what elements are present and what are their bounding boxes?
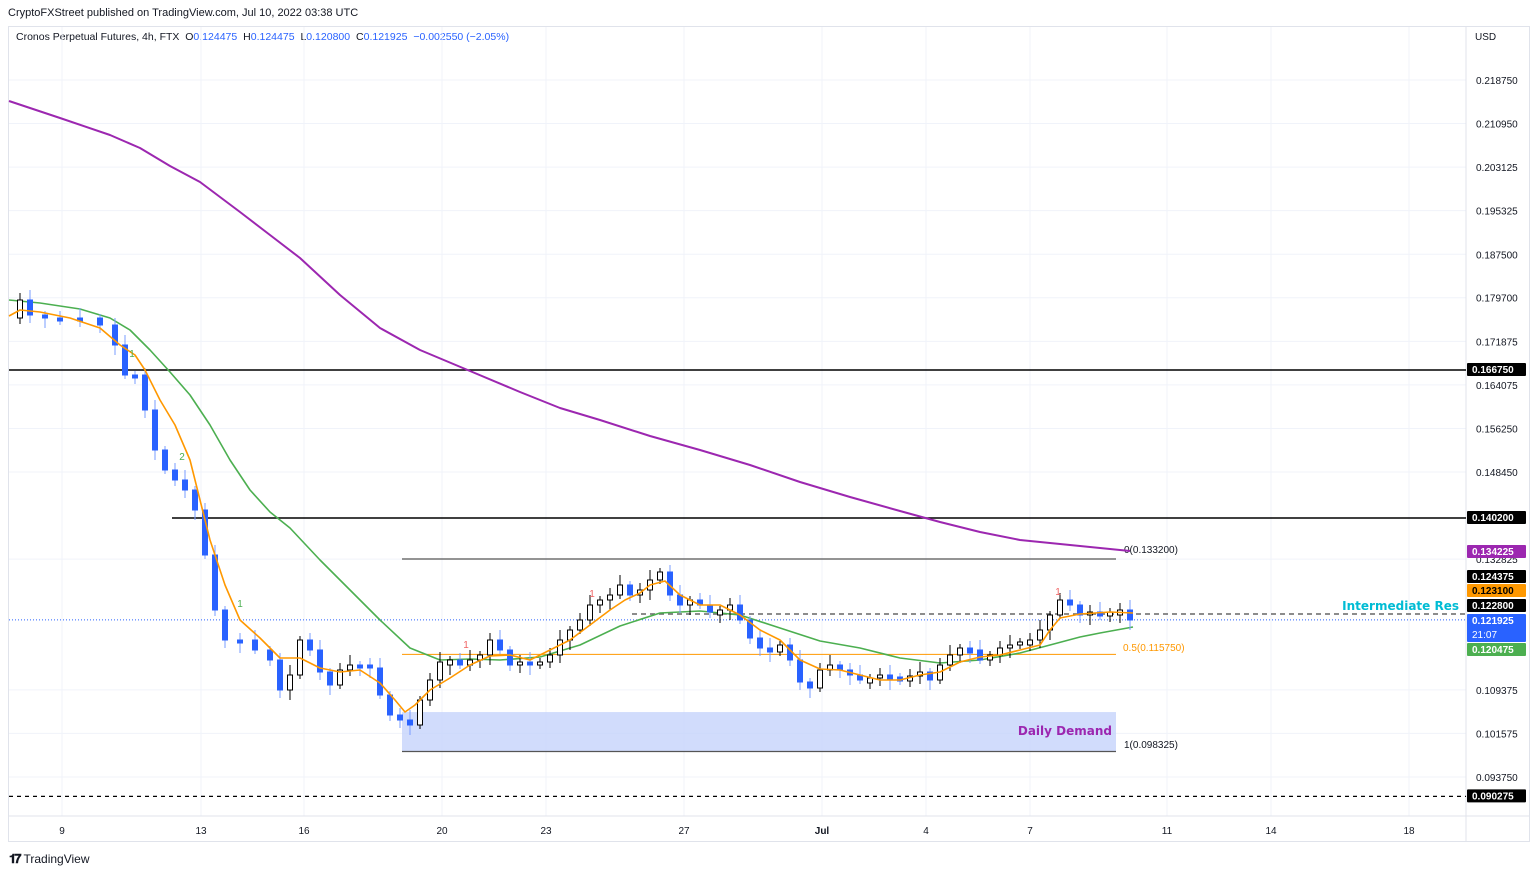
count-annotation: 1: [463, 640, 469, 651]
low-value: 0.120800: [306, 31, 351, 43]
symbol-name: Cronos Perpetual Futures, 4h, FTX: [16, 31, 180, 43]
price-badge: 0.134225: [1467, 545, 1526, 558]
price-tick: 0.195325: [1476, 207, 1518, 218]
price-badge: 0.120475: [1467, 643, 1526, 656]
time-tick: 23: [540, 826, 552, 837]
time-tick: 14: [1265, 826, 1277, 837]
publisher-line: CryptoFXStreet published on TradingView.…: [8, 7, 359, 19]
price-tick: 0.156250: [1476, 425, 1518, 436]
open-value: 0.124475: [193, 31, 238, 43]
price-tick: 0.101575: [1476, 729, 1518, 740]
price-tick: 0.203125: [1476, 163, 1518, 174]
level-badge-0090275: 0.090275: [1467, 789, 1526, 803]
level-badge-0140200: 0.140200: [1467, 510, 1526, 524]
price-badge: 0.121925 21:07: [1467, 614, 1526, 642]
svg-text:0.140200: 0.140200: [1472, 513, 1514, 524]
count-annotation: 1: [129, 349, 135, 360]
price-badge: 0.122800: [1467, 599, 1526, 612]
count-annotation: 1: [237, 599, 243, 610]
price-tick: 0.132825: [1476, 555, 1518, 566]
svg-text:0.166750: 0.166750: [1472, 365, 1514, 376]
daily-demand-zone[interactable]: [402, 712, 1116, 752]
price-tick: 0.148450: [1476, 468, 1518, 479]
time-tick: 13: [195, 826, 207, 837]
svg-text:0.134225: 0.134225: [1472, 547, 1514, 558]
fib-1-label: 1(0.098325): [1124, 740, 1178, 751]
time-tick: Jul: [815, 826, 830, 837]
count-annotation: 2: [179, 452, 185, 463]
price-badge: 0.123100: [1467, 584, 1526, 597]
price-badge: 0.124375: [1467, 570, 1526, 583]
svg-text:0.090275: 0.090275: [1472, 791, 1514, 802]
intermediate-res-label: Intermediate Res: [1342, 599, 1459, 613]
price-tick: 0.210950: [1476, 119, 1518, 130]
ema-mid-line[interactable]: [8, 299, 1134, 664]
time-tick: 11: [1162, 826, 1173, 837]
close-value: 0.121925: [363, 31, 408, 43]
symbol-legend: Cronos Perpetual Futures, 4h, FTX O0.124…: [16, 31, 509, 43]
close-label: C: [356, 31, 364, 43]
svg-text:0.121925: 0.121925: [1472, 616, 1514, 627]
brand-text: TradingView: [23, 852, 90, 866]
change-value: −0.002550 (−2.05%): [413, 31, 510, 43]
price-tick: 0.109375: [1476, 686, 1518, 697]
svg-text:21:07: 21:07: [1472, 630, 1497, 641]
time-tick: 9: [59, 826, 65, 837]
level-badge-0166750: 0.166750: [1467, 362, 1526, 376]
time-tick: 7: [1027, 826, 1033, 837]
candles[interactable]: [17, 290, 1133, 735]
tradingview-logo-icon: 𝟏𝟕: [9, 851, 22, 866]
svg-text:0.123100: 0.123100: [1472, 586, 1514, 597]
high-label: H: [243, 31, 251, 43]
fib-05-label: 0.5(0.115750): [1123, 643, 1185, 654]
price-tick: 0.171875: [1476, 337, 1518, 348]
price-tick: 0.164075: [1476, 381, 1518, 392]
svg-text:0.122800: 0.122800: [1472, 601, 1514, 612]
tradingview-brand: 𝟏𝟕 TradingView: [9, 851, 90, 867]
time-tick: 18: [1403, 826, 1415, 837]
currency-label: USD: [1475, 32, 1496, 43]
time-tick: 16: [298, 826, 310, 837]
price-tick: 0.187500: [1476, 250, 1518, 261]
ema-fast-line[interactable]: [8, 309, 1134, 713]
count-annotation: 1: [1055, 587, 1061, 598]
daily-demand-label: Daily Demand: [1018, 724, 1112, 738]
ma-slow-line[interactable]: [8, 100, 1131, 552]
open-label: O: [185, 31, 194, 43]
time-tick: 4: [923, 826, 929, 837]
price-tick: 0.218750: [1476, 76, 1518, 87]
time-tick: 20: [436, 826, 448, 837]
fib-0-label: 0(0.133200): [1124, 545, 1178, 556]
price-tick: 0.179700: [1476, 294, 1518, 305]
count-annotation: 1: [589, 589, 595, 600]
time-tick: 27: [678, 826, 690, 837]
high-value: 0.124475: [250, 31, 295, 43]
svg-text:0.124375: 0.124375: [1472, 572, 1514, 583]
svg-text:0.120475: 0.120475: [1472, 645, 1514, 656]
chart-frame: [8, 26, 1530, 842]
low-label: L: [300, 31, 307, 43]
price-tick: 0.093750: [1476, 773, 1518, 784]
